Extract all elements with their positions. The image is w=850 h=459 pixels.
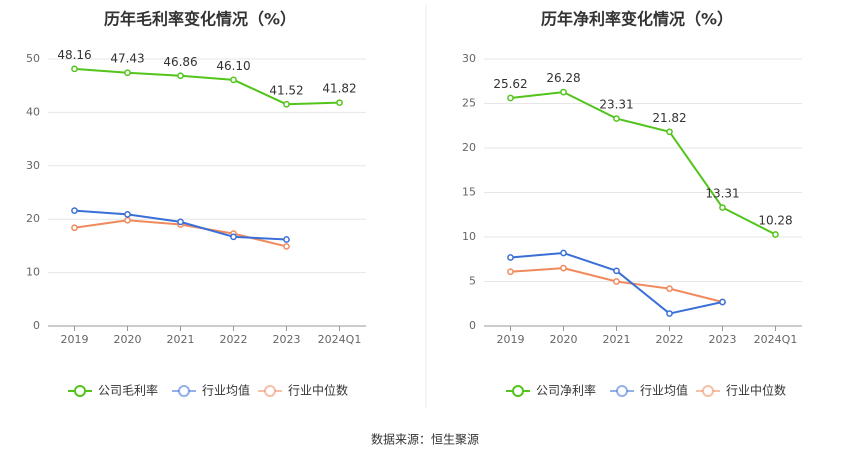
data-label: 13.31 [705,187,739,201]
data-point-company [283,100,290,108]
data-point-industry_median [71,224,78,232]
x-tick-label: 2021 [603,333,631,346]
data-point-company [71,65,78,73]
x-tick-label: 2020 [114,333,142,346]
x-tick-label: 2019 [497,333,525,346]
data-point-industry_avg [71,207,78,215]
x-tick-label: 2020 [550,333,578,346]
data-point-company [177,72,184,80]
legend-swatch-marker [74,385,86,397]
data-label: 41.52 [269,83,303,97]
data-point-company [613,115,620,122]
x-tick-label: 2024Q1 [754,333,798,346]
x-tick-label: 2023 [709,333,737,346]
data-point-company [124,69,131,77]
data-point-company [336,99,343,107]
data-label: 25.62 [493,77,527,91]
y-tick-label: 30 [462,52,476,65]
y-tick-label: 5 [469,275,476,288]
chart-panel-2: 历年净利率变化情况（%） 0 5 10 15 20 25 30 2019 2020 2021 2022… [462,10,802,398]
legend-swatch-marker [178,385,190,397]
data-point-industry_median [560,264,567,272]
data-point-industry_avg [283,236,290,243]
legend-item-industry_avg[interactable]: 行业均值 [610,383,688,398]
y-tick-label: 10 [462,230,476,243]
x-tick-label: 2022 [220,333,248,346]
data-label: 48.16 [57,48,91,62]
data-point-company [230,76,237,84]
data-point-company [719,204,726,211]
legend-item-industry_avg[interactable]: 行业均值 [172,383,250,398]
y-tick-label: 30 [26,159,40,172]
legend-label: 行业均值 [202,383,250,398]
data-label: 26.28 [546,71,580,85]
x-tick-label: 2024Q1 [318,333,362,346]
chart-panel-1: 历年毛利率变化情况（%） 0 10 20 30 40 50 2019 2020 2021 2022 2… [26,10,366,398]
y-tick-label: 40 [26,105,40,118]
data-label: 21.82 [652,111,686,125]
y-tick-label: 0 [33,319,40,332]
source-note: 数据来源：恒生聚源 [371,432,479,447]
data-label: 10.28 [758,214,792,228]
data-point-industry_median [666,285,673,292]
data-label: 47.43 [110,52,144,66]
data-point-industry_avg [560,249,567,257]
data-point-company [507,94,514,102]
y-tick-label: 20 [462,141,476,154]
legend-swatch-marker [512,385,524,397]
data-point-industry_median [283,243,290,250]
y-tick-label: 10 [26,266,40,279]
data-point-industry_median [124,216,131,224]
chart-title: 历年净利率变化情况（%） [541,10,733,29]
y-tick-label: 50 [26,52,40,65]
legend-label: 公司净利率 [536,383,596,398]
legend-label: 公司毛利率 [98,383,158,398]
legend-swatch-marker [616,385,628,397]
data-point-industry_median [613,278,620,285]
data-point-industry_avg [719,298,726,306]
data-label: 23.31 [599,98,633,112]
data-label: 41.82 [322,82,356,96]
y-tick-label: 15 [462,186,476,199]
x-tick-label: 2021 [167,333,195,346]
y-tick-label: 25 [462,97,476,110]
data-label: 46.10 [216,59,250,73]
data-point-industry_avg [124,211,131,218]
data-point-industry_avg [666,310,673,317]
data-point-company [666,128,673,136]
legend-swatch-marker [264,385,276,397]
data-point-industry_avg [613,267,620,275]
x-tick-label: 2022 [656,333,684,346]
legend-item-industry_median[interactable]: 行业中位数 [258,383,348,398]
x-tick-label: 2023 [273,333,301,346]
legend-label: 行业中位数 [726,383,786,398]
legend-label: 行业均值 [640,383,688,398]
series-line-company [74,67,340,106]
legend-item-company[interactable]: 公司毛利率 [68,383,158,398]
y-tick-label: 20 [26,212,40,225]
data-point-company [560,88,567,96]
y-tick-label: 0 [469,319,476,332]
data-point-industry_median [507,268,514,276]
data-point-industry_avg [507,254,514,261]
data-point-company [772,231,779,238]
legend-label: 行业中位数 [288,383,348,398]
series-line-company [510,91,776,236]
legend-swatch-marker [702,385,714,397]
x-tick-label: 2019 [61,333,89,346]
data-point-industry_avg [230,233,237,241]
data-label: 46.86 [163,55,197,69]
chart-title: 历年毛利率变化情况（%） [104,10,296,29]
legend-item-industry_median[interactable]: 行业中位数 [696,383,786,398]
data-point-industry_avg [177,218,184,226]
legend-item-company[interactable]: 公司净利率 [506,383,596,398]
